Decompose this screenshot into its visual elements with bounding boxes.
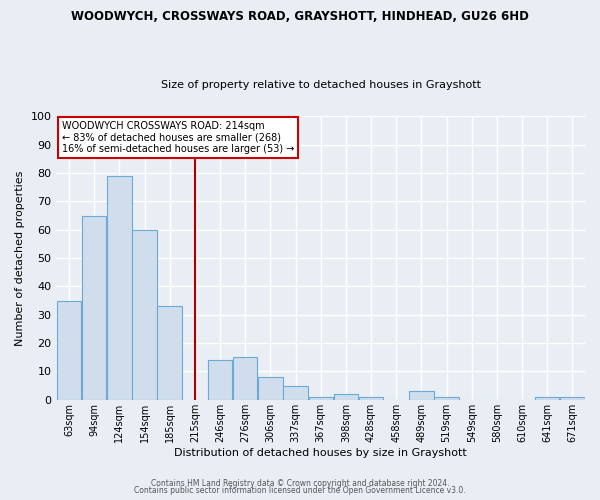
Bar: [560, 397, 584, 400]
Bar: [535, 397, 559, 400]
Bar: [57, 300, 81, 400]
Title: Size of property relative to detached houses in Grayshott: Size of property relative to detached ho…: [161, 80, 481, 90]
X-axis label: Distribution of detached houses by size in Grayshott: Distribution of detached houses by size …: [175, 448, 467, 458]
Bar: [434, 397, 459, 400]
Bar: [283, 386, 308, 400]
Bar: [308, 397, 333, 400]
Bar: [82, 216, 106, 400]
Bar: [107, 176, 131, 400]
Bar: [359, 397, 383, 400]
Bar: [258, 377, 283, 400]
Text: WOODWYCH CROSSWAYS ROAD: 214sqm
← 83% of detached houses are smaller (268)
16% o: WOODWYCH CROSSWAYS ROAD: 214sqm ← 83% of…: [62, 120, 294, 154]
Text: Contains public sector information licensed under the Open Government Licence v3: Contains public sector information licen…: [134, 486, 466, 495]
Bar: [334, 394, 358, 400]
Bar: [409, 392, 434, 400]
Bar: [208, 360, 232, 400]
Y-axis label: Number of detached properties: Number of detached properties: [15, 170, 25, 346]
Text: Contains HM Land Registry data © Crown copyright and database right 2024.: Contains HM Land Registry data © Crown c…: [151, 478, 449, 488]
Bar: [233, 358, 257, 400]
Bar: [157, 306, 182, 400]
Text: WOODWYCH, CROSSWAYS ROAD, GRAYSHOTT, HINDHEAD, GU26 6HD: WOODWYCH, CROSSWAYS ROAD, GRAYSHOTT, HIN…: [71, 10, 529, 23]
Bar: [133, 230, 157, 400]
